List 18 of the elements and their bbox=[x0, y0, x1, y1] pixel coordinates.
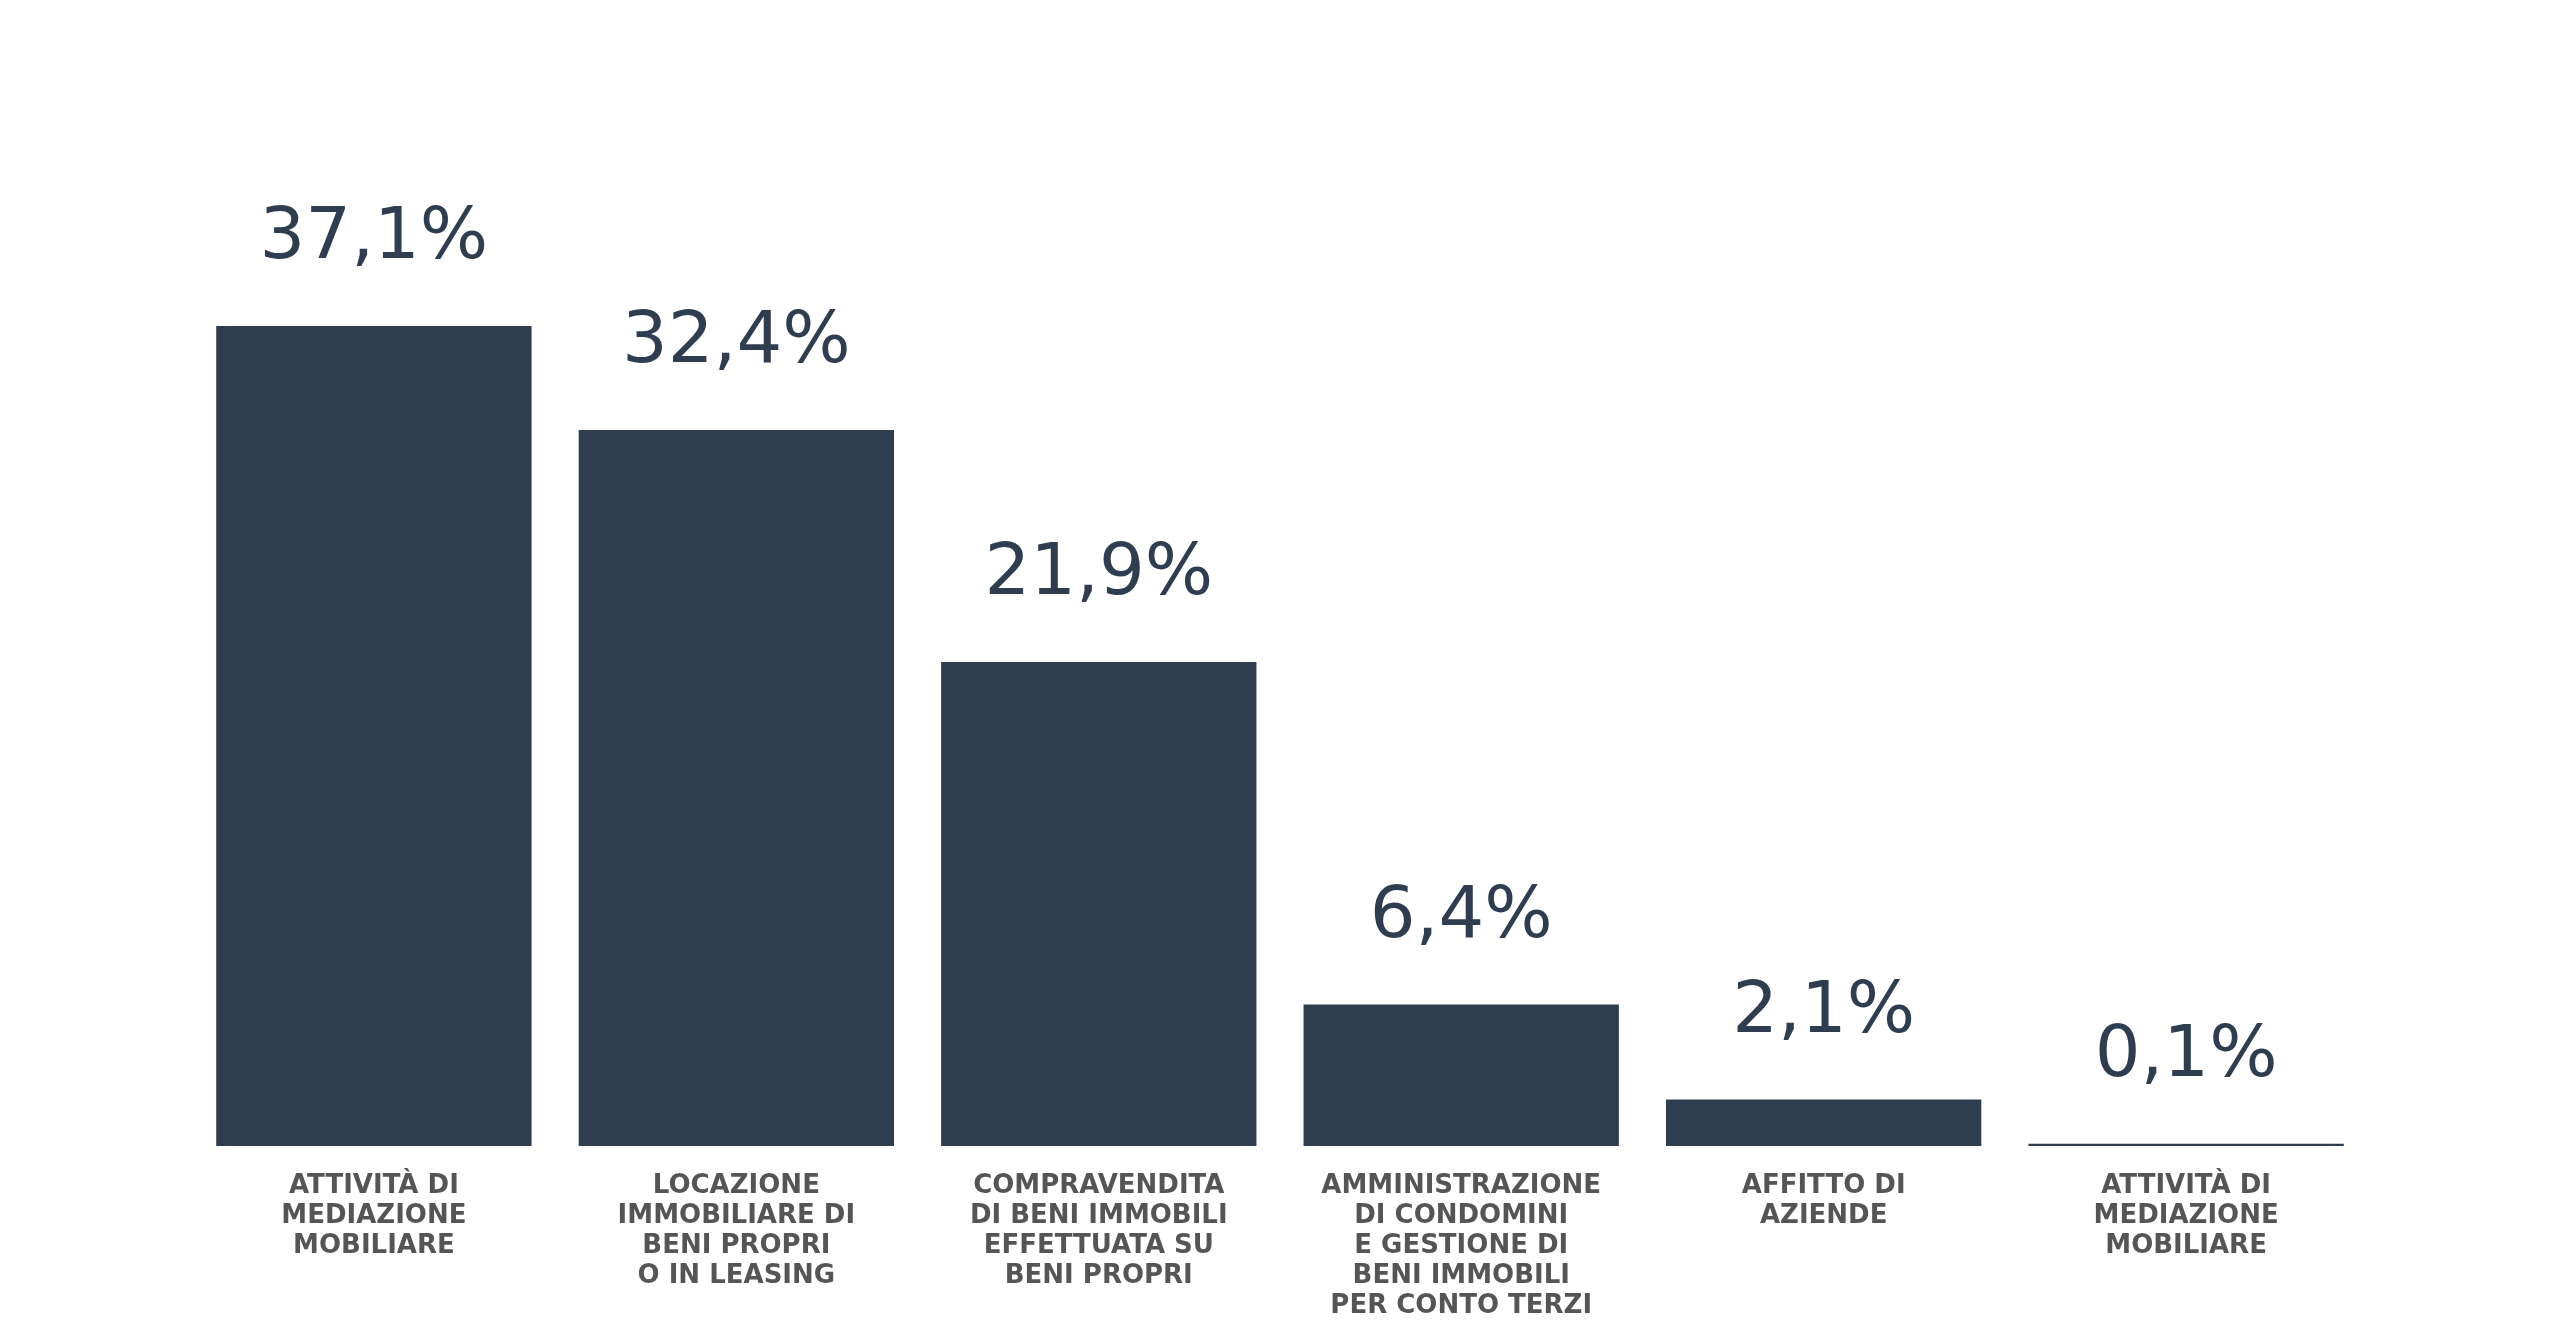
data-label: 37,1% bbox=[259, 191, 489, 275]
data-label: 2,1% bbox=[1732, 964, 1916, 1049]
bar bbox=[216, 326, 532, 1146]
x-tick-label: AMMINISTRAZIONE DI CONDOMINI E GESTIONE DI BENI IMMOBILI PER CONTO TERZI bbox=[1321, 1168, 1602, 1319]
x-tick-label: COMPRAVENDITA DI BENI IMMOBILI EFFETTUATA SU BENI PROPRI bbox=[969, 1168, 1228, 1289]
data-label: 21,9% bbox=[984, 526, 1214, 611]
bar bbox=[578, 429, 894, 1146]
data-label: 32,4% bbox=[621, 294, 851, 379]
bar bbox=[2028, 1143, 2344, 1146]
bar bbox=[1666, 1099, 1982, 1146]
data-label: 6,4% bbox=[1369, 869, 1553, 954]
bar bbox=[941, 661, 1257, 1146]
bar bbox=[1303, 1004, 1619, 1146]
data-label: 0,1% bbox=[2094, 1008, 2278, 1093]
x-tick-label: LOCAZIONE IMMOBILIARE DI BENI PROPRI O IN LEASING bbox=[617, 1168, 856, 1289]
x-tick-label: AFFITTO DI AZIENDE bbox=[1741, 1168, 1906, 1229]
x-tick-label: ATTIVITÀ DI MEDIAZIONE MOBILIARE bbox=[2093, 1167, 2279, 1259]
x-tick-label: ATTIVITÀ DI MEDIAZIONE MOBILIARE bbox=[281, 1167, 467, 1259]
